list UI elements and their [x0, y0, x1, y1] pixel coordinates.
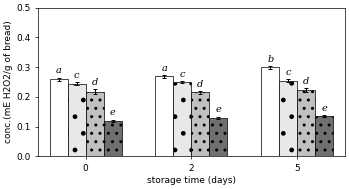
Bar [279, 81, 297, 156]
Text: b: b [267, 55, 273, 64]
Bar [86, 91, 104, 156]
X-axis label: storage time (days): storage time (days) [147, 176, 236, 185]
Text: d: d [303, 77, 309, 86]
Bar [104, 121, 121, 156]
Bar [315, 116, 333, 156]
Bar [50, 79, 68, 156]
Bar [261, 67, 279, 156]
Bar [173, 82, 191, 156]
Bar [297, 90, 315, 156]
Text: c: c [285, 68, 291, 77]
Y-axis label: conc.(mE H2O2/g of bread): conc.(mE H2O2/g of bread) [4, 21, 13, 143]
Bar [209, 118, 228, 156]
Text: c: c [180, 70, 185, 79]
Text: a: a [55, 67, 61, 75]
Text: d: d [197, 80, 203, 89]
Bar [155, 76, 173, 156]
Bar [191, 92, 209, 156]
Text: e: e [215, 105, 221, 115]
Text: d: d [91, 78, 98, 87]
Bar [68, 84, 86, 156]
Text: e: e [321, 104, 327, 113]
Text: a: a [162, 64, 168, 73]
Text: e: e [110, 108, 116, 117]
Text: c: c [74, 71, 79, 80]
